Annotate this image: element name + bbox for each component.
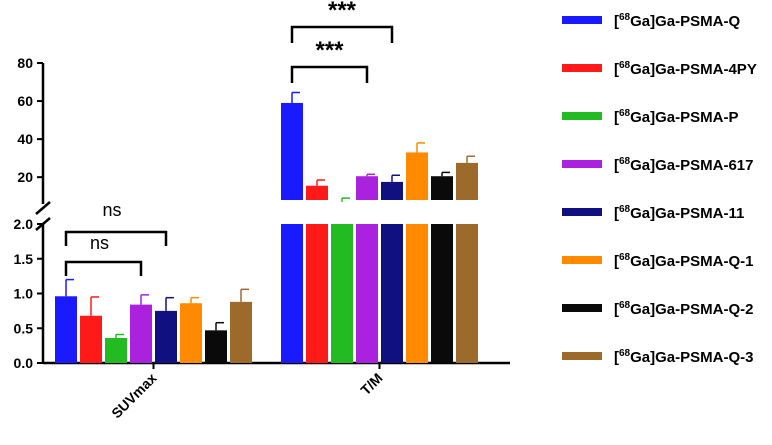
legend-swatch (562, 64, 602, 72)
bars (55, 91, 478, 363)
significance-label: *** (328, 0, 357, 24)
y-tick-label: 40 (17, 131, 33, 147)
legend-label: [68Ga]Ga-PSMA-P (614, 108, 738, 126)
legend-label: [68Ga]Ga-PSMA-4PY (614, 60, 757, 78)
bar (356, 176, 378, 200)
bar (281, 102, 303, 200)
legend-label: [68Ga]Ga-PSMA-Q-2 (614, 300, 753, 318)
bar (331, 224, 353, 363)
bar (456, 224, 478, 363)
legend-label: [68Ga]Ga-PSMA-Q (614, 12, 740, 30)
y-tick-label: 80 (17, 55, 33, 71)
y-axis-break-mark (35, 201, 51, 215)
bar (381, 181, 403, 200)
bar (281, 224, 303, 363)
y-tick-label: 2.0 (14, 216, 34, 232)
bar (180, 303, 202, 363)
bar (306, 185, 328, 200)
bar (80, 315, 102, 363)
bar (155, 310, 177, 363)
legend-swatch (562, 352, 602, 360)
significance-bracket (64, 260, 143, 276)
y-tick-label: 0.5 (14, 320, 34, 336)
bar (230, 301, 252, 363)
bar (55, 296, 77, 363)
y-tick-label: 60 (17, 93, 33, 109)
legend-label: [68Ga]Ga-PSMA-Q-3 (614, 348, 753, 366)
y-tick-label: 20 (17, 169, 33, 185)
significance-bracket (64, 230, 168, 246)
legend-swatch (562, 256, 602, 264)
legend-label: [68Ga]Ga-PSMA-Q-1 (614, 252, 753, 270)
legend-swatch (562, 304, 602, 312)
bar (306, 224, 328, 363)
bar (406, 224, 428, 363)
y-tick-label: 1.0 (14, 286, 34, 302)
y-tick-label: 1.5 (14, 251, 34, 267)
bar (205, 330, 227, 363)
significance-label: *** (315, 37, 344, 64)
legend-swatch (562, 16, 602, 24)
legend-swatch (562, 112, 602, 120)
bar (431, 176, 453, 200)
legend-swatch (562, 208, 602, 216)
significance-label: ns (90, 233, 109, 253)
bar (431, 224, 453, 363)
bar (456, 162, 478, 200)
bar (105, 337, 127, 363)
y-tick-label: 0.0 (14, 355, 34, 371)
x-category-label: SUVmax (108, 370, 160, 422)
significance-annotations: ns ns *** *** (64, 0, 394, 276)
legend-label: [68Ga]Ga-PSMA-11 (614, 204, 744, 222)
x-category-label: T/M (357, 370, 385, 398)
legend: [68Ga]Ga-PSMA-Q [68Ga]Ga-PSMA-4PY [68Ga]Ga… (562, 12, 757, 366)
bar (381, 224, 403, 363)
bar (406, 152, 428, 200)
significance-label: ns (102, 200, 121, 220)
legend-label: [68Ga]Ga-PSMA-617 (614, 156, 754, 174)
legend-swatch (562, 160, 602, 168)
significance-bracket (290, 25, 394, 43)
bar (130, 304, 152, 363)
bar (356, 224, 378, 363)
significance-bracket (290, 65, 369, 83)
